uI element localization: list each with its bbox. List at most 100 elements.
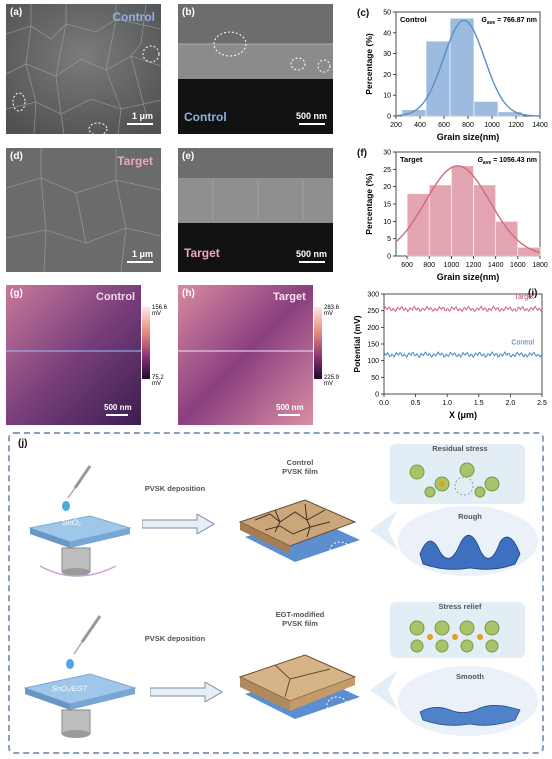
series-label-target: Target bbox=[515, 294, 535, 301]
cross-section-texture bbox=[178, 4, 333, 134]
scale-label: 1 μm bbox=[131, 111, 153, 121]
smooth-film-illustration bbox=[238, 654, 360, 719]
x-tick-label: 1400 bbox=[532, 122, 548, 129]
scale-label: 500 nm bbox=[104, 403, 132, 412]
tag-control: Control bbox=[96, 291, 136, 303]
average-grain-size: Gave = 766.87 nm bbox=[481, 17, 537, 26]
colorbar-max: 156.6 mV bbox=[152, 305, 168, 317]
series-line-control bbox=[383, 351, 543, 359]
tag-target: Target bbox=[273, 291, 306, 303]
x-tick-label: 0.5 bbox=[411, 400, 421, 407]
scale-label: 1 μm bbox=[131, 249, 153, 259]
y-tick-label: 10 bbox=[383, 93, 391, 100]
rough-surface-plot bbox=[419, 535, 521, 570]
surface-label: Smooth bbox=[456, 672, 484, 681]
y-axis-label: Percentage (%) bbox=[364, 173, 374, 235]
grain-size-histogram-control: 200 400 600 800 1000 1200 1400 0 10 20 30 40 50 Grain… bbox=[364, 10, 548, 143]
film-title-2: PVSK film bbox=[282, 467, 318, 476]
tag-target: Target bbox=[184, 246, 220, 260]
x-axis-label: Grain size(nm) bbox=[437, 272, 500, 282]
y-tick-label: 0 bbox=[375, 392, 379, 399]
panel-label-e: (e) bbox=[182, 151, 195, 162]
x-tick-label: 800 bbox=[423, 262, 435, 269]
kpfm-map-target: (h) Target 283.6 mV 225.9 mV 500 nm bbox=[178, 285, 348, 425]
y-tick-label: 150 bbox=[367, 342, 379, 349]
chart-tag: Target bbox=[400, 155, 423, 164]
panel-label-g: (g) bbox=[10, 288, 23, 299]
film-title-1: EGT-modified bbox=[275, 610, 325, 619]
y-tick-label: 40 bbox=[383, 30, 391, 37]
series-label-control: Control bbox=[511, 340, 534, 347]
x-tick-label: 1800 bbox=[532, 262, 548, 269]
x-tick-label: 2.0 bbox=[506, 400, 516, 407]
y-tick-label: 200 bbox=[367, 325, 379, 332]
y-tick-label: 0 bbox=[387, 254, 391, 261]
histogram-bar bbox=[451, 165, 474, 257]
grain-size-histogram-target: 600 800 1000 1200 1400 1600 1800 0 5 10 15 20 25 30 Gr… bbox=[364, 150, 548, 283]
grain-texture bbox=[6, 148, 161, 272]
x-tick-label: 1400 bbox=[488, 262, 504, 269]
kpfm-texture bbox=[6, 285, 150, 425]
arrow-right-icon bbox=[142, 514, 215, 534]
tag-control: Control bbox=[184, 110, 227, 124]
histogram-bar bbox=[428, 184, 452, 257]
schematic-panel-j: (j) SnO₂ PVSK deposition Control PVSK fi… bbox=[8, 432, 544, 754]
panel-label-j: (j) bbox=[18, 438, 28, 449]
grain-texture bbox=[6, 4, 161, 134]
x-tick-label: 1.0 bbox=[442, 400, 452, 407]
panel-label-i: (i) bbox=[528, 288, 538, 299]
colorbar-min: 225.9 mV bbox=[324, 375, 340, 387]
sem-cross-section-target: (e) Target 500 nm bbox=[178, 148, 333, 272]
y-tick-label: 30 bbox=[383, 150, 391, 157]
sem-cross-section-control: (b) Control 500 nm bbox=[178, 4, 333, 134]
chevron-left-icon bbox=[370, 510, 398, 550]
substrate-label: SnO₂/EGT bbox=[51, 684, 89, 693]
y-tick-label: 20 bbox=[383, 184, 391, 191]
colorbar-min: 75.2 mV bbox=[152, 375, 164, 387]
pipette-icon bbox=[62, 465, 92, 511]
panel-label-a: (a) bbox=[10, 7, 23, 18]
x-tick-label: 400 bbox=[414, 122, 426, 129]
histogram-bar bbox=[473, 184, 496, 257]
spin-coating-diagram-top bbox=[28, 465, 132, 577]
y-tick-label: 25 bbox=[383, 167, 391, 174]
y-tick-label: 250 bbox=[367, 308, 379, 315]
panel-label-b: (b) bbox=[182, 7, 195, 18]
average-grain-size: Gave = 1056.43 nm bbox=[477, 157, 537, 166]
y-tick-label: 300 bbox=[367, 292, 379, 299]
stress-label: Residual stress bbox=[432, 444, 488, 453]
x-tick-label: 600 bbox=[438, 122, 450, 129]
smooth-surface-plot bbox=[419, 705, 521, 726]
scale-bar bbox=[278, 414, 300, 416]
scale-bar bbox=[299, 261, 325, 263]
panel-label-d: (d) bbox=[10, 151, 23, 162]
histogram-bar bbox=[473, 101, 499, 117]
y-tick-label: 100 bbox=[367, 358, 379, 365]
x-tick-label: 1600 bbox=[510, 262, 526, 269]
fit-curve bbox=[396, 19, 540, 117]
panel-label-f: (f) bbox=[357, 148, 367, 159]
scale-bar bbox=[127, 123, 153, 125]
x-axis-label: Grain size(nm) bbox=[437, 132, 500, 142]
sem-top-view-target: (d) Target 1 μm bbox=[6, 148, 161, 272]
crystal-lattice-icon bbox=[409, 462, 500, 498]
fit-curve bbox=[395, 165, 541, 254]
tag-target: Target bbox=[117, 154, 153, 168]
scale-bar bbox=[299, 123, 325, 125]
crystal-lattice-icon bbox=[409, 620, 500, 653]
y-axis-label: Percentage (%) bbox=[364, 33, 374, 95]
x-tick-label: 0.0 bbox=[379, 400, 389, 407]
histogram-bar bbox=[517, 247, 541, 257]
scale-bar bbox=[106, 414, 128, 416]
scale-bar bbox=[127, 261, 153, 263]
stress-label: Stress relief bbox=[438, 602, 482, 611]
substrate-label: SnO₂ bbox=[61, 518, 82, 527]
y-tick-label: 5 bbox=[387, 236, 391, 243]
deposition-label: PVSK deposition bbox=[144, 634, 206, 643]
chevron-left-icon bbox=[370, 670, 398, 710]
kpfm-map-control: (g) Control 156.6 mV 75.2 mV 500 nm bbox=[6, 285, 171, 425]
x-tick-label: 2.5 bbox=[537, 400, 547, 407]
y-tick-label: 15 bbox=[383, 202, 391, 209]
x-tick-label: 600 bbox=[401, 262, 413, 269]
pipette-icon bbox=[66, 615, 102, 669]
